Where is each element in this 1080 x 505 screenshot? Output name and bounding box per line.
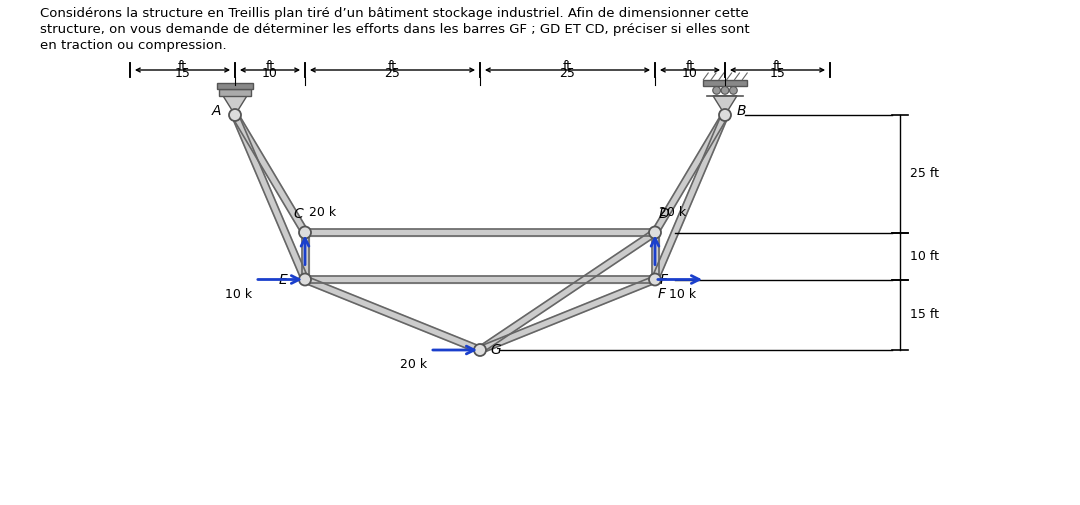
Text: ft: ft [773,60,782,73]
Text: F: F [660,273,669,286]
Text: D: D [659,207,670,221]
Text: ft: ft [178,60,187,73]
Text: ft: ft [686,60,694,73]
Text: 15 ft: 15 ft [910,308,939,321]
Text: 20 k: 20 k [309,206,336,219]
Text: ft: ft [563,60,572,73]
Text: A: A [212,104,221,118]
Text: 15: 15 [770,67,785,80]
Text: F: F [658,287,666,301]
Text: 10 ft: 10 ft [910,249,939,263]
Polygon shape [303,276,482,353]
Text: structure, on vous demande de déterminer les efforts dans les barres GF ; GD ET : structure, on vous demande de déterminer… [40,23,750,36]
Text: en traction ou compression.: en traction ou compression. [40,39,227,52]
Circle shape [719,109,731,121]
Text: 20 k: 20 k [400,358,427,371]
Circle shape [649,227,661,238]
Circle shape [721,86,729,94]
Text: C: C [294,207,303,221]
Text: 10 k: 10 k [225,287,252,300]
Text: ft: ft [388,60,397,73]
Text: 15: 15 [175,67,190,80]
Text: ft: ft [266,60,274,73]
Text: 25: 25 [384,67,401,80]
Polygon shape [478,230,657,353]
Polygon shape [305,276,654,283]
Polygon shape [232,113,308,234]
Text: 10 k: 10 k [669,287,697,300]
Circle shape [713,86,720,94]
Polygon shape [713,96,737,115]
Text: B: B [737,104,746,118]
Polygon shape [651,114,728,281]
Bar [217,83,253,88]
Circle shape [474,344,486,356]
Polygon shape [651,232,659,279]
Polygon shape [652,113,728,234]
Circle shape [299,274,311,285]
Circle shape [649,274,661,285]
Text: 10: 10 [683,67,698,80]
Polygon shape [232,114,308,281]
Text: Considérons la structure en Treillis plan tiré d’un bâtiment stockage industriel: Considérons la structure en Treillis pla… [40,7,748,20]
Polygon shape [301,232,309,279]
Text: 25: 25 [559,67,576,80]
Circle shape [730,86,738,94]
Text: 10: 10 [262,67,278,80]
Polygon shape [222,96,247,115]
Bar [703,80,746,86]
Circle shape [229,109,241,121]
Circle shape [299,227,311,238]
Bar [219,89,251,96]
Text: 20 k: 20 k [659,206,686,219]
Polygon shape [305,229,654,236]
Polygon shape [478,276,657,353]
Text: G: G [490,343,501,357]
Text: 25 ft: 25 ft [910,167,939,180]
Text: E: E [279,273,287,286]
